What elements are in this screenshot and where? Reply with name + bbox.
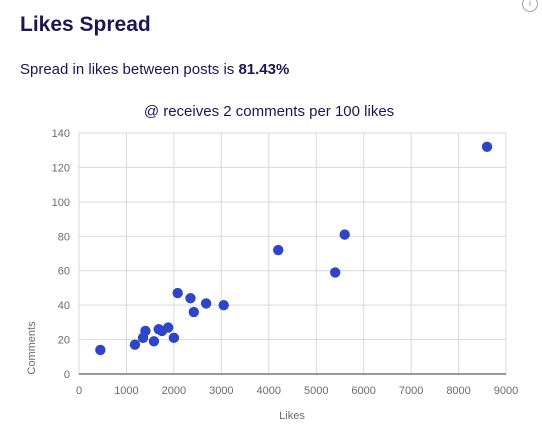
card-title: Likes Spread <box>20 13 151 36</box>
spread-summary: Spread in likes between posts is 81.43% <box>20 61 289 78</box>
spread-percentage: 81.43% <box>238 61 290 78</box>
x-tick-label: 2000 <box>162 385 186 397</box>
data-point[interactable] <box>140 325 151 337</box>
data-point[interactable] <box>330 267 341 278</box>
data-point[interactable] <box>148 336 160 347</box>
data-point[interactable] <box>339 229 350 240</box>
y-tick-label: 60 <box>58 266 70 278</box>
y-tick-label: 40 <box>58 300 70 312</box>
y-tick-label: 120 <box>52 162 70 174</box>
x-tick-label: 7000 <box>399 385 423 397</box>
y-tick-label: 100 <box>52 197 70 209</box>
y-tick-label: 0 <box>64 369 70 381</box>
y-tick-label: 140 <box>52 128 70 140</box>
data-point[interactable] <box>95 344 106 356</box>
chart-grid <box>78 132 507 374</box>
x-tick-label: 9000 <box>494 385 518 397</box>
data-points <box>95 141 493 356</box>
x-axis-label: Likes <box>279 410 305 422</box>
x-tick-label: 0 <box>76 385 82 397</box>
x-tick-label: 6000 <box>351 385 375 397</box>
x-tick-label: 1000 <box>114 385 138 397</box>
chart-title: @ receives 2 comments per 100 likes <box>144 103 394 120</box>
scatter-chart: @ receives 2 comments per 100 likes 0 20 4… <box>26 103 518 422</box>
x-axis-ticks: 0 1000 2000 3000 4000 5000 6000 7000 8000 9000 <box>76 385 518 397</box>
data-point[interactable] <box>162 322 174 333</box>
y-axis-ticks: 0 20 40 60 80 100 120 140 <box>52 128 70 381</box>
y-axis-label: Comments <box>26 321 38 375</box>
data-point[interactable] <box>129 339 141 350</box>
x-tick-label: 4000 <box>257 385 281 397</box>
data-point[interactable] <box>273 244 284 256</box>
info-icon[interactable]: i <box>522 0 538 12</box>
y-tick-label: 20 <box>58 335 70 347</box>
data-point[interactable] <box>481 141 493 152</box>
x-tick-label: 5000 <box>304 385 328 397</box>
data-point[interactable] <box>185 293 196 304</box>
data-point[interactable] <box>218 299 229 311</box>
data-point[interactable] <box>168 332 180 344</box>
spread-summary-text: Spread in likes between posts is <box>20 61 239 78</box>
data-point[interactable] <box>200 298 212 309</box>
y-tick-label: 80 <box>58 231 70 243</box>
x-tick-label: 8000 <box>446 385 470 397</box>
x-tick-label: 3000 <box>209 385 233 397</box>
data-point[interactable] <box>172 287 183 299</box>
data-point[interactable] <box>188 306 200 318</box>
